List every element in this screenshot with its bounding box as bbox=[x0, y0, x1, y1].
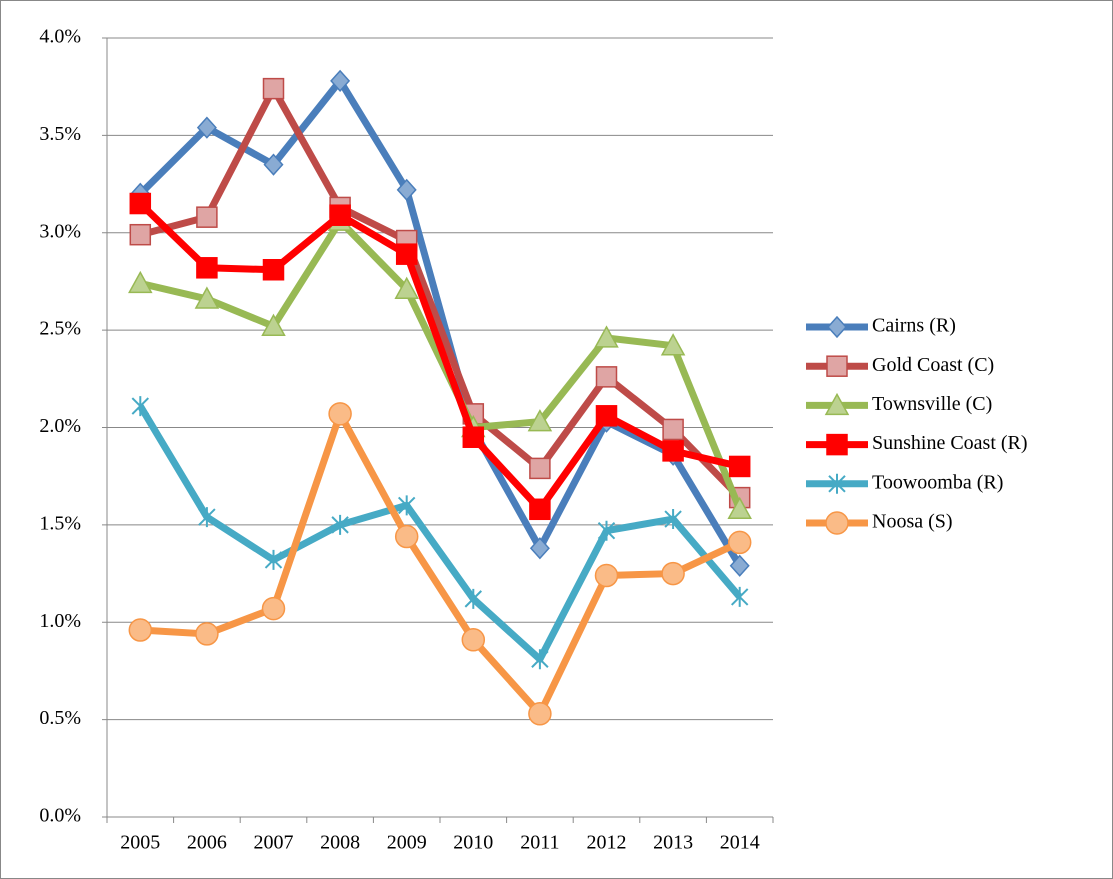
point bbox=[728, 455, 751, 478]
point bbox=[263, 153, 284, 176]
point bbox=[261, 596, 286, 621]
x-tick-label: 2009 bbox=[387, 832, 427, 854]
point bbox=[196, 116, 217, 139]
legend-label: Noosa (S) bbox=[872, 511, 953, 533]
point bbox=[661, 561, 685, 586]
point bbox=[528, 702, 552, 726]
point bbox=[727, 496, 752, 520]
point bbox=[331, 514, 349, 535]
point bbox=[194, 286, 220, 309]
point bbox=[662, 440, 684, 462]
point bbox=[261, 313, 286, 336]
point bbox=[729, 554, 750, 577]
point bbox=[262, 259, 285, 281]
point bbox=[594, 563, 619, 588]
point bbox=[727, 530, 752, 555]
point bbox=[595, 405, 618, 427]
point bbox=[529, 457, 551, 480]
y-tick-label: 1.0% bbox=[39, 610, 81, 632]
series-line bbox=[140, 410, 742, 718]
series-line bbox=[137, 404, 743, 663]
y-tick-label: 1.5% bbox=[39, 512, 81, 534]
legend-marker bbox=[826, 355, 848, 377]
point bbox=[128, 618, 153, 642]
x-tick-label: 2006 bbox=[187, 832, 227, 854]
point bbox=[531, 649, 549, 670]
series-line bbox=[139, 217, 743, 511]
point bbox=[131, 396, 150, 417]
point bbox=[662, 418, 684, 441]
y-tick-label: 0.5% bbox=[39, 707, 81, 729]
point bbox=[397, 495, 416, 516]
series-line bbox=[139, 85, 743, 501]
point bbox=[395, 243, 418, 265]
legend-marker bbox=[825, 511, 849, 535]
point bbox=[527, 409, 553, 432]
x-tick-label: 2010 bbox=[453, 832, 493, 854]
point bbox=[529, 537, 550, 560]
point bbox=[394, 276, 419, 299]
point bbox=[597, 520, 616, 541]
point bbox=[264, 549, 283, 570]
point bbox=[129, 223, 152, 246]
x-tick-label: 2007 bbox=[254, 832, 294, 854]
point bbox=[529, 498, 551, 521]
point bbox=[198, 507, 216, 528]
x-tick-label: 2013 bbox=[653, 832, 693, 854]
y-tick-label: 3.0% bbox=[39, 220, 81, 242]
legend-label: Gold Coast (C) bbox=[872, 354, 994, 376]
x-tick-label: 2005 bbox=[120, 832, 160, 854]
point bbox=[730, 586, 749, 607]
x-tick-label: 2008 bbox=[320, 832, 360, 854]
legend-label: Sunshine Coast (R) bbox=[872, 432, 1028, 454]
y-tick-label: 4.0% bbox=[39, 26, 81, 48]
y-tick-label: 0.0% bbox=[39, 805, 81, 827]
point bbox=[660, 333, 686, 356]
legend-marker bbox=[828, 473, 846, 494]
point bbox=[196, 206, 218, 228]
axes: 0.0% 0.5% 1.0% 1.5% 2.0% 2.5% 3.0% 3.5% 4.0% 2005… bbox=[39, 26, 774, 854]
x-tick-label: 2012 bbox=[587, 832, 627, 854]
legend: Cairns (R) Gold Coast (C) Townsville (C) Su… bbox=[806, 315, 1028, 535]
point bbox=[128, 270, 153, 294]
y-tick-label: 2.0% bbox=[39, 415, 81, 437]
legend-label: Townsville (C) bbox=[872, 393, 992, 415]
point bbox=[664, 509, 682, 530]
point bbox=[330, 69, 351, 92]
legend-marker bbox=[826, 315, 848, 339]
point bbox=[394, 524, 419, 549]
x-tick-label: 2011 bbox=[520, 832, 559, 854]
point bbox=[196, 257, 218, 279]
series-line bbox=[137, 201, 741, 513]
y-tick-label: 3.5% bbox=[39, 123, 81, 145]
y-tick-label: 2.5% bbox=[39, 318, 81, 340]
point bbox=[396, 178, 417, 202]
point bbox=[464, 588, 483, 609]
x-tick-label: 2014 bbox=[720, 832, 760, 854]
point bbox=[195, 622, 219, 646]
point bbox=[595, 366, 618, 388]
legend-marker bbox=[826, 433, 848, 456]
point bbox=[462, 426, 485, 448]
point bbox=[329, 204, 351, 226]
legend-label: Toowoomba (R) bbox=[872, 471, 1003, 493]
point bbox=[262, 77, 285, 100]
legend-label: Cairns (R) bbox=[872, 315, 956, 337]
legend-marker bbox=[824, 392, 850, 416]
point bbox=[328, 402, 352, 426]
point bbox=[129, 192, 152, 215]
point bbox=[461, 628, 486, 652]
point bbox=[594, 325, 619, 348]
plot bbox=[128, 69, 752, 726]
